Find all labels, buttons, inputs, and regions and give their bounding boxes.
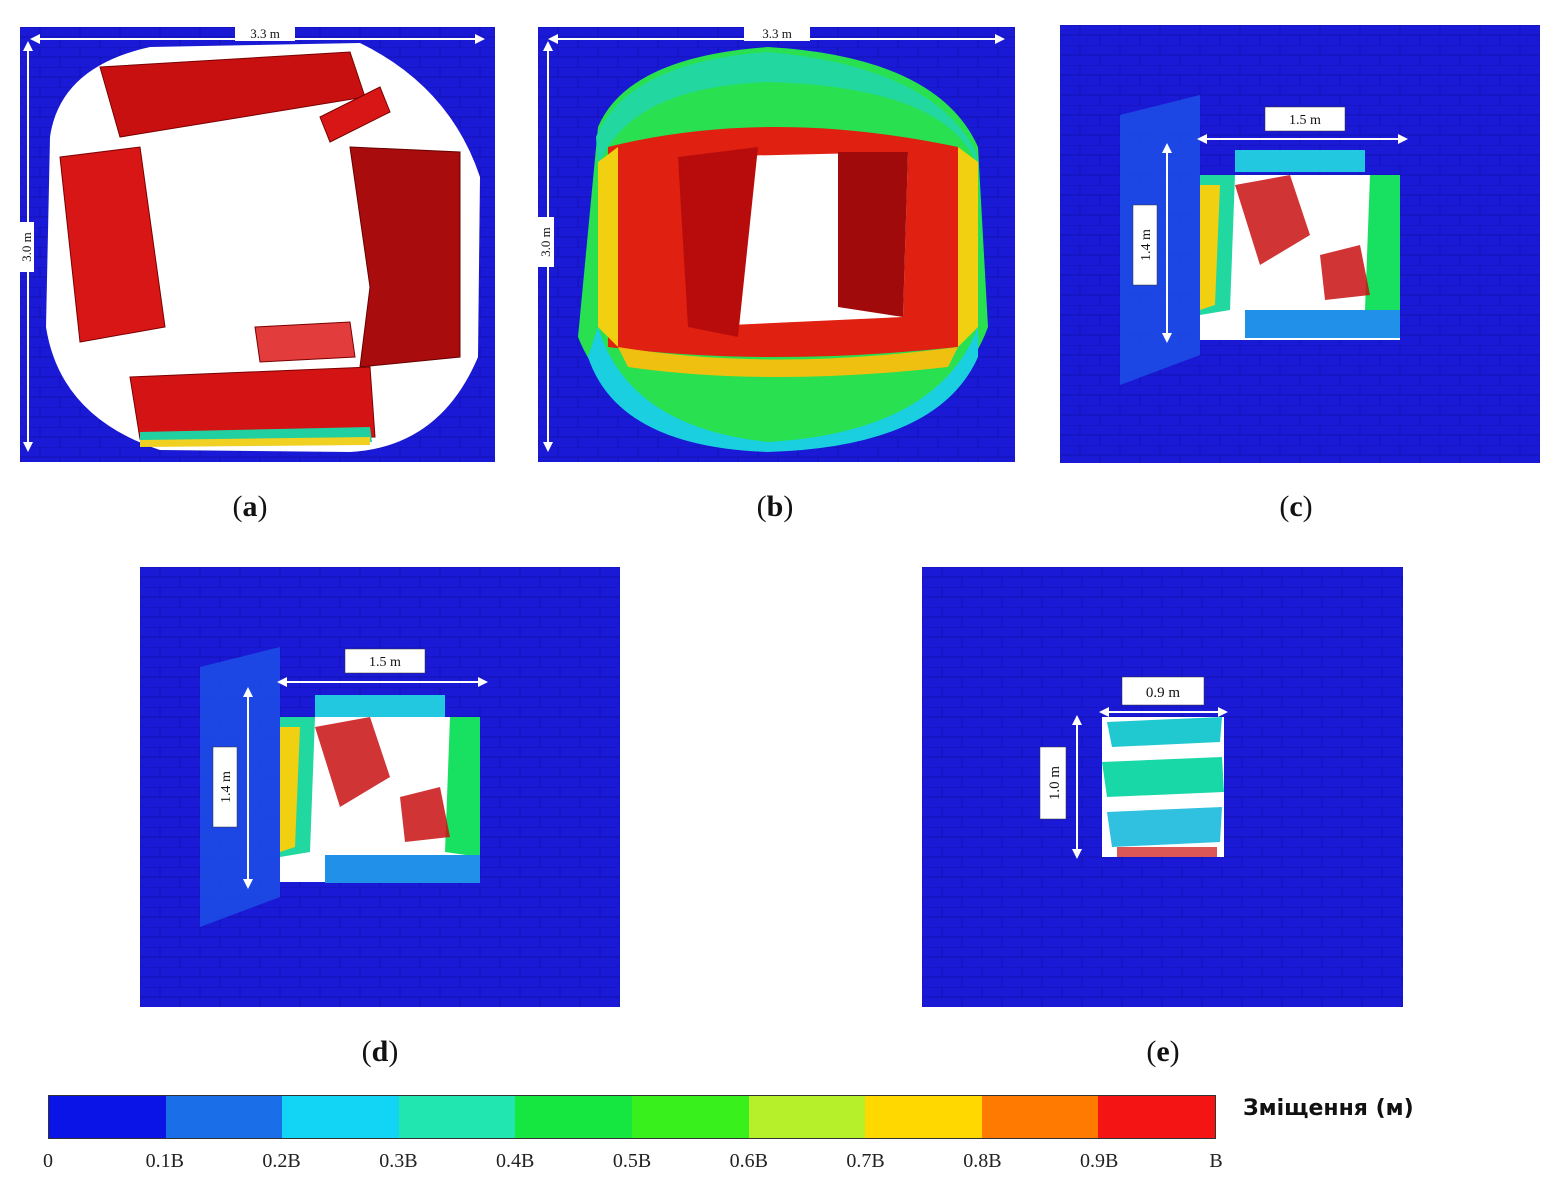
colour-scale-tick-label: 0.3B — [379, 1150, 418, 1172]
colour-scale-segment — [165, 1096, 283, 1138]
colour-scale-tick-label: 0.6B — [729, 1150, 768, 1172]
colour-scale-segment — [49, 1096, 166, 1138]
panel-e-height-label: 1.0 m — [1047, 766, 1063, 801]
colour-scale-segment — [282, 1096, 399, 1138]
legend-title: Зміщення (м) — [1243, 1096, 1414, 1121]
colour-scale-segment — [398, 1096, 516, 1138]
colour-scale-tick-label: 0.2B — [262, 1150, 301, 1172]
panel-d-graphic: 1.5 m 1.4 m — [140, 567, 620, 1007]
caption-e: (e) — [1146, 1035, 1180, 1068]
colour-scale-tick-label: 0 — [43, 1150, 53, 1172]
panel-a: 3.3 m 3.0 m — [20, 27, 495, 462]
panel-c-width-label: 1.5 m — [1289, 113, 1321, 128]
colour-scale-segment — [865, 1096, 982, 1138]
caption-b: (b) — [756, 490, 794, 523]
panel-b-graphic: 3.3 m 3.0 m — [538, 27, 1015, 462]
panel-b-height-label: 3.0 m — [538, 227, 553, 257]
panel-e-graphic: 0.9 m 1.0 m — [922, 567, 1403, 1007]
colour-scale-tick-label: 0.8B — [963, 1150, 1002, 1172]
caption-c: (c) — [1279, 490, 1313, 523]
panel-e: 0.9 m 1.0 m — [922, 567, 1403, 1007]
colour-scale-tick-label: 0.9B — [1080, 1150, 1119, 1172]
panel-a-graphic: 3.3 m 3.0 m — [20, 27, 495, 462]
colour-scale-segment — [748, 1096, 866, 1138]
colour-scale-segment — [631, 1096, 749, 1138]
colour-scale-tick-label: 0.5B — [612, 1150, 652, 1172]
colour-scale-segment — [515, 1096, 632, 1138]
panel-c-height-label: 1.4 m — [1139, 229, 1154, 261]
colour-scale-tick-label: 0.7B — [846, 1150, 885, 1172]
colour-scale-tick-label: 0.1B — [145, 1150, 184, 1172]
panel-d: 1.5 m 1.4 m — [140, 567, 620, 1007]
colour-scale-bar — [48, 1095, 1216, 1139]
panel-a-height-label: 3.0 m — [20, 232, 34, 262]
panel-c: 1.5 m 1.4 m — [1060, 25, 1540, 463]
caption-d: (d) — [361, 1035, 399, 1068]
panel-d-width-label: 1.5 m — [369, 655, 401, 670]
panel-e-width-label: 0.9 m — [1146, 685, 1181, 701]
colour-scale-segment — [1098, 1096, 1215, 1138]
panel-c-graphic: 1.5 m 1.4 m — [1060, 25, 1540, 463]
panel-a-width-label: 3.3 m — [250, 27, 280, 41]
colour-scale-tick-label: 0.4B — [496, 1150, 535, 1172]
panel-b: 3.3 m 3.0 m — [538, 27, 1015, 462]
colour-scale-tick-label: B — [1209, 1150, 1223, 1172]
panel-d-height-label: 1.4 m — [219, 771, 234, 803]
panel-b-width-label: 3.3 m — [762, 27, 792, 41]
colour-scale-segment — [981, 1096, 1099, 1138]
caption-a: (a) — [232, 490, 268, 523]
